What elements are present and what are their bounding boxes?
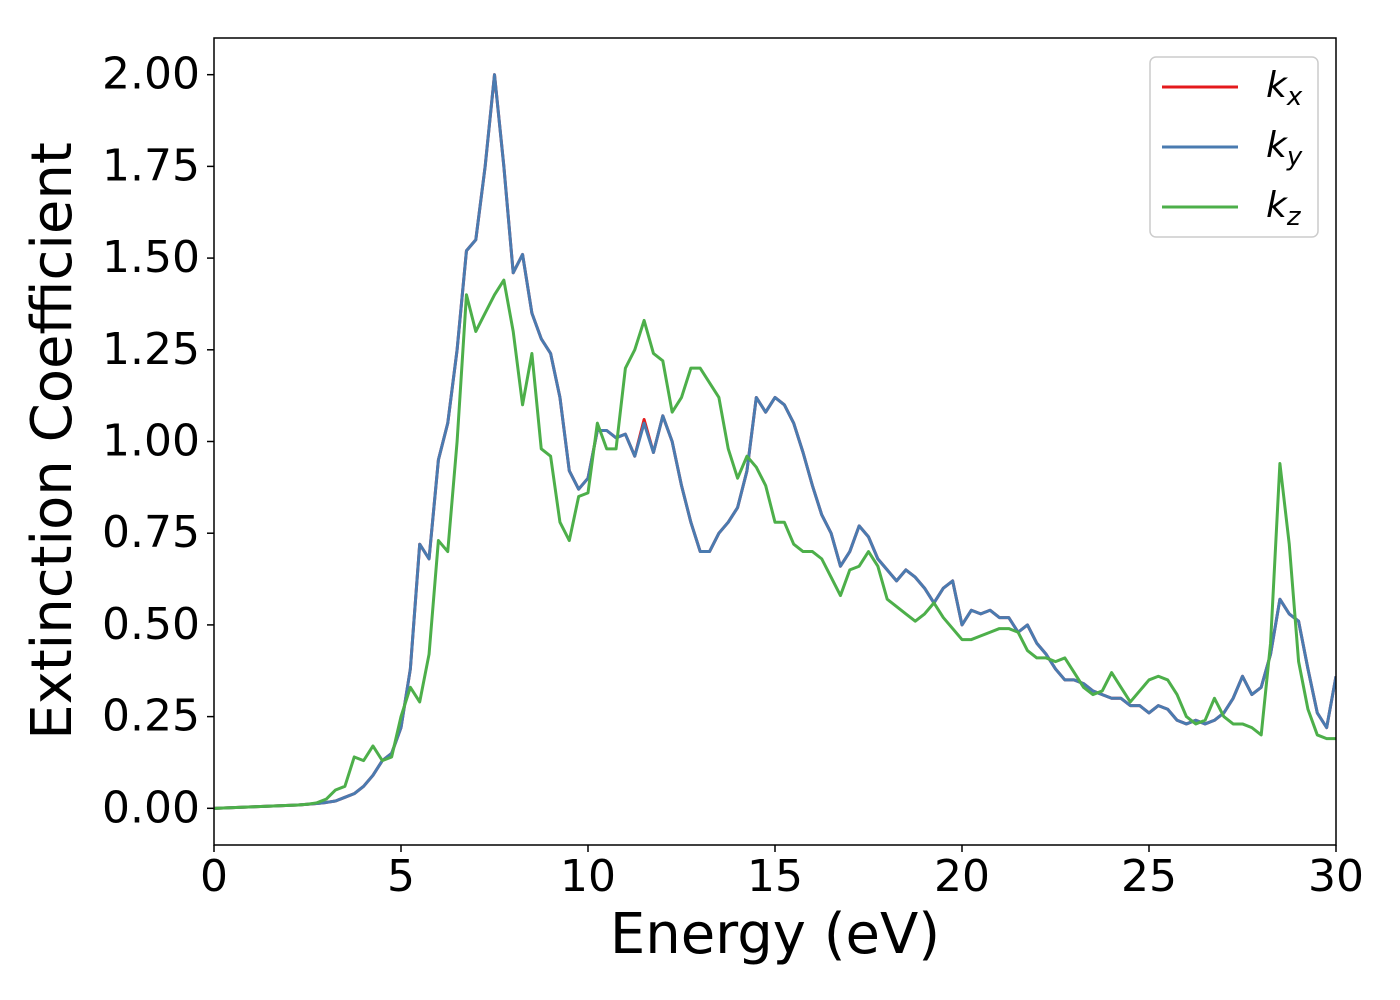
- y-tick-label: 0.50: [102, 599, 200, 650]
- data-line: [214, 278, 1336, 810]
- legend-symbol: k: [1266, 125, 1289, 166]
- data-line: [214, 73, 1336, 810]
- legend-label: ky: [1266, 125, 1303, 172]
- y-axis-label: Extinction Coefficient: [20, 142, 85, 740]
- x-tick-label: 5: [387, 851, 415, 902]
- y-tick-label: 0.25: [102, 691, 200, 742]
- x-tick-label: 0: [200, 851, 228, 902]
- legend-subscript: x: [1286, 82, 1303, 112]
- legend-symbol: k: [1266, 65, 1289, 106]
- x-tick-label: 10: [560, 851, 616, 902]
- plot-frame: [213, 37, 1337, 846]
- legend-label: kz: [1266, 185, 1302, 232]
- x-tick-label: 20: [934, 851, 990, 902]
- legend-label: kx: [1266, 65, 1303, 112]
- y-tick-label: 0.00: [102, 782, 200, 833]
- y-tick-label: 0.75: [102, 507, 200, 558]
- legend-subscript: y: [1286, 142, 1303, 172]
- y-tick-label: 1.25: [102, 324, 200, 375]
- legend-subscript: z: [1286, 202, 1302, 232]
- y-tick-label: 1.75: [102, 140, 200, 191]
- legend-symbol: k: [1266, 185, 1289, 226]
- x-tick-label: 30: [1308, 851, 1364, 902]
- x-tick-label: 25: [1121, 851, 1177, 902]
- y-tick-label: 1.00: [102, 416, 200, 467]
- y-tick-label: 1.50: [102, 232, 200, 283]
- x-tick-label: 15: [747, 851, 803, 902]
- y-tick-label: 2.00: [102, 49, 200, 100]
- x-axis-label: Energy (eV): [610, 902, 940, 967]
